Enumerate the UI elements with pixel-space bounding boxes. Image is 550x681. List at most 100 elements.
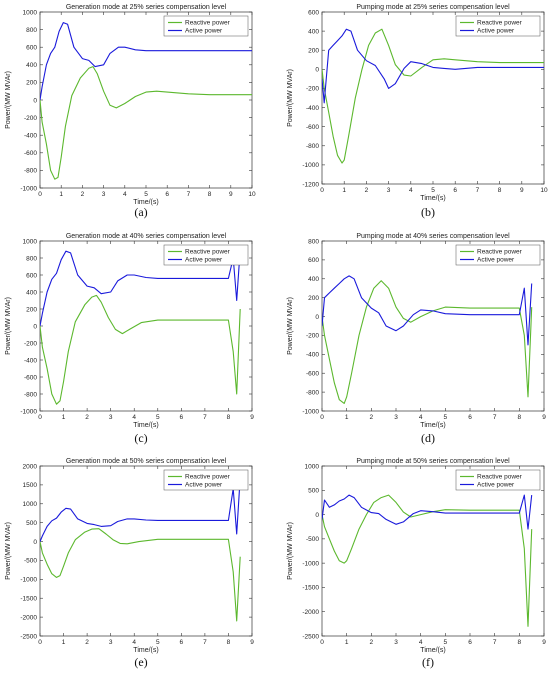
y-axis-label: Power/(MW MVAr)	[5, 71, 12, 129]
y-tick-label: -1500	[20, 596, 37, 603]
x-axis-label: Time/(s)	[420, 422, 445, 429]
panel-caption: (f)	[422, 655, 434, 669]
x-tick-label: 8	[498, 187, 502, 194]
x-tick-label: 3	[109, 639, 113, 646]
x-tick-label: 1	[345, 414, 349, 421]
x-tick-label: 5	[444, 639, 448, 646]
y-tick-label: -1000	[302, 162, 319, 169]
legend-box	[455, 15, 541, 37]
chart-title: Pumping mode at 25% series compensation …	[356, 4, 510, 11]
y-tick-label: -800	[306, 143, 319, 150]
panel-caption: (e)	[134, 655, 147, 669]
y-tick-label: 200	[308, 295, 319, 302]
x-tick-label: 5	[144, 191, 148, 198]
y-tick-label: -500	[24, 558, 37, 565]
x-tick-label: 7	[187, 191, 191, 198]
y-tick-label: -1000	[302, 408, 319, 415]
legend-box	[163, 15, 249, 37]
y-tick-label: 800	[26, 27, 37, 34]
y-axis-label: Power/(MW MVAr)	[287, 522, 294, 580]
y-tick-label: 2000	[23, 463, 38, 470]
y-tick-label: -1000	[20, 408, 37, 415]
y-tick-label: 600	[26, 272, 37, 279]
x-tick-label: 8	[227, 639, 231, 646]
y-tick-label: 400	[308, 276, 319, 283]
y-tick-label: -500	[306, 536, 319, 543]
x-tick-label: 5	[431, 187, 435, 194]
series-line-reactive	[322, 494, 533, 627]
x-tick-label: 3	[387, 187, 391, 194]
chart-title: Generation mode at 50% series compensati…	[66, 458, 227, 465]
x-tick-label: 4	[419, 639, 423, 646]
plot-frame	[321, 240, 545, 412]
y-tick-label: 500	[308, 488, 319, 495]
chart-title: Pumping mode at 50% series compensation …	[356, 458, 510, 465]
x-tick-label: 4	[132, 639, 136, 646]
y-tick-label: -800	[24, 391, 37, 398]
y-tick-label: -200	[24, 115, 37, 122]
y-axis-label: Power/(MW MVAr)	[5, 522, 12, 580]
x-axis-label: Time/(s)	[420, 647, 445, 654]
x-tick-label: 8	[208, 191, 212, 198]
x-tick-label: 8	[227, 414, 231, 421]
x-tick-label: 8	[518, 639, 522, 646]
x-tick-label: 4	[123, 191, 127, 198]
legend-label: Active power	[185, 482, 223, 489]
y-tick-label: -800	[306, 389, 319, 396]
x-tick-label: 10	[540, 187, 548, 194]
chart-title: Pumping mode at 40% series compensation …	[356, 233, 510, 240]
y-tick-label: -1000	[302, 560, 319, 567]
x-tick-label: 3	[109, 414, 113, 421]
y-tick-label: 800	[26, 255, 37, 262]
y-tick-label: 0	[315, 314, 319, 321]
y-tick-label: -200	[24, 340, 37, 347]
x-tick-label: 1	[342, 187, 346, 194]
legend-box	[455, 244, 541, 266]
y-tick-label: 1500	[23, 482, 38, 489]
chart-panel-d: Pumping mode at 40% series compensation …	[287, 233, 546, 445]
y-tick-label: -1000	[20, 185, 37, 192]
x-tick-label: 9	[520, 187, 524, 194]
y-tick-label: -200	[306, 333, 319, 340]
y-tick-label: -1200	[302, 181, 319, 188]
x-tick-label: 0	[320, 639, 324, 646]
y-tick-label: 600	[26, 45, 37, 52]
x-tick-label: 1	[62, 639, 66, 646]
y-tick-label: 200	[26, 306, 37, 313]
chart-panel-f: Pumping mode at 50% series compensation …	[287, 458, 546, 669]
x-tick-label: 2	[370, 414, 374, 421]
y-tick-label: -2500	[20, 633, 37, 640]
y-tick-label: 0	[33, 97, 37, 104]
x-axis-label: Time/(s)	[420, 195, 445, 202]
y-tick-label: -2500	[302, 633, 319, 640]
x-tick-label: 3	[102, 191, 106, 198]
y-tick-label: -600	[24, 150, 37, 157]
series-line-reactive	[322, 280, 533, 404]
y-tick-label: 800	[308, 238, 319, 245]
x-tick-label: 7	[203, 414, 207, 421]
series-line-active	[322, 275, 533, 346]
x-tick-label: 2	[365, 187, 369, 194]
x-tick-label: 9	[542, 639, 546, 646]
plot-frame	[39, 240, 253, 412]
x-tick-label: 3	[394, 414, 398, 421]
x-tick-label: 6	[468, 639, 472, 646]
y-tick-label: 200	[308, 48, 319, 55]
x-tick-label: 4	[409, 187, 413, 194]
x-tick-label: 2	[85, 414, 89, 421]
series-line-active	[40, 477, 241, 542]
x-tick-label: 6	[180, 639, 184, 646]
y-tick-label: 1000	[305, 463, 320, 470]
x-tick-label: 0	[38, 191, 42, 198]
y-tick-label: 400	[26, 62, 37, 69]
y-tick-label: -400	[306, 352, 319, 359]
x-tick-label: 8	[518, 414, 522, 421]
y-tick-label: 500	[26, 520, 37, 527]
y-axis-label: Power/(MW MVAr)	[287, 69, 294, 127]
x-tick-label: 0	[320, 187, 324, 194]
x-tick-label: 6	[453, 187, 457, 194]
